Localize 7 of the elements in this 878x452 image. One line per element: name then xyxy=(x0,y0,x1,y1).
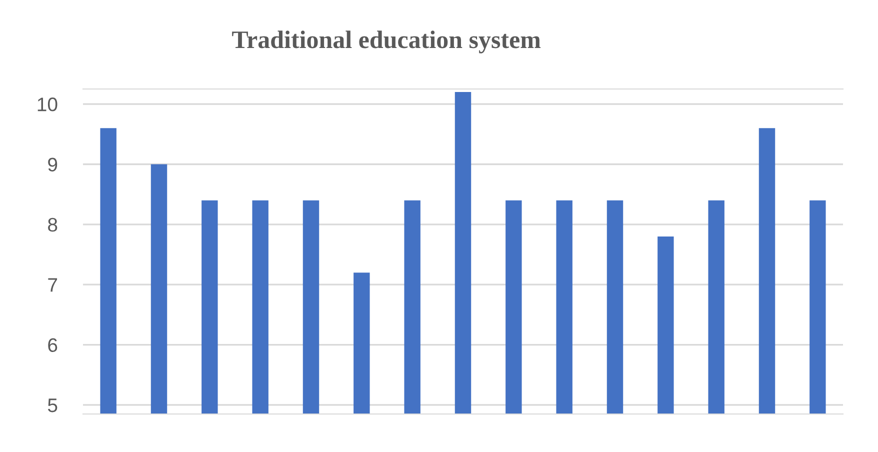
y-tick-label: 9 xyxy=(48,158,58,172)
y-tick-label: 7 xyxy=(48,278,58,292)
y-tick-label: 10 xyxy=(38,98,58,112)
chart-title: Traditional education system xyxy=(232,30,541,54)
y-tick-label: 5 xyxy=(48,398,58,412)
y-tick-label: 6 xyxy=(48,338,58,352)
y-tick-label: 8 xyxy=(48,218,58,232)
